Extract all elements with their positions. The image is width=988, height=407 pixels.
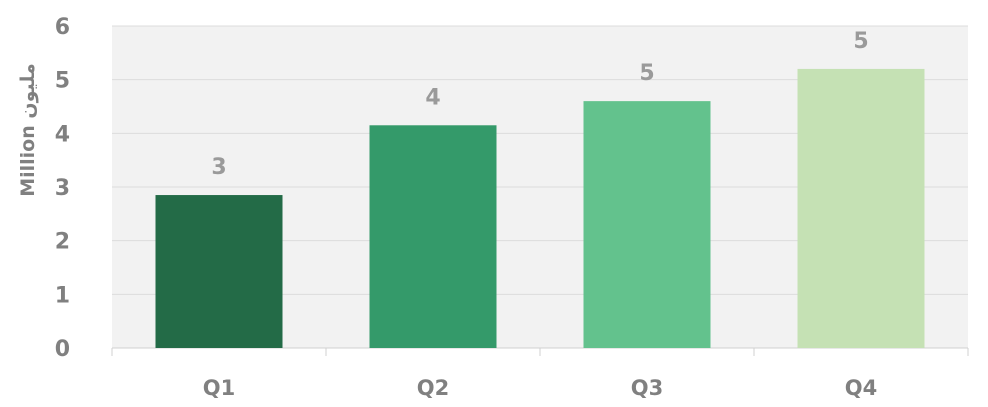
- y-tick-label: 6: [55, 15, 70, 40]
- y-tick-label: 2: [55, 230, 70, 255]
- data-labels: 3 4 5 5: [211, 29, 868, 180]
- y-tick-label: 5: [55, 69, 70, 94]
- y-axis-ticks: 0 1 2 3 4 5 6: [55, 15, 70, 362]
- category-label: Q2: [417, 376, 449, 400]
- category-label: Q1: [203, 376, 235, 400]
- data-label: 5: [639, 61, 654, 86]
- bar-q4: [797, 68, 925, 348]
- y-tick-label: 3: [55, 176, 70, 201]
- category-labels: Q1 Q2 Q3 Q4: [203, 376, 877, 400]
- category-label: Q3: [631, 376, 663, 400]
- x-axis-ticks: [111, 348, 969, 356]
- category-label: Q4: [845, 376, 877, 400]
- y-tick-label: 1: [55, 283, 70, 308]
- bar-q1: [155, 195, 283, 348]
- data-label: 4: [425, 85, 440, 110]
- bar-q3: [583, 101, 711, 348]
- data-label: 3: [211, 155, 226, 180]
- bars: [155, 68, 925, 349]
- y-tick-label: 0: [55, 337, 70, 362]
- data-label: 5: [853, 29, 868, 54]
- bar-q2: [369, 125, 497, 349]
- y-tick-label: 4: [55, 122, 70, 147]
- y-axis-label: Million مليون: [17, 63, 39, 197]
